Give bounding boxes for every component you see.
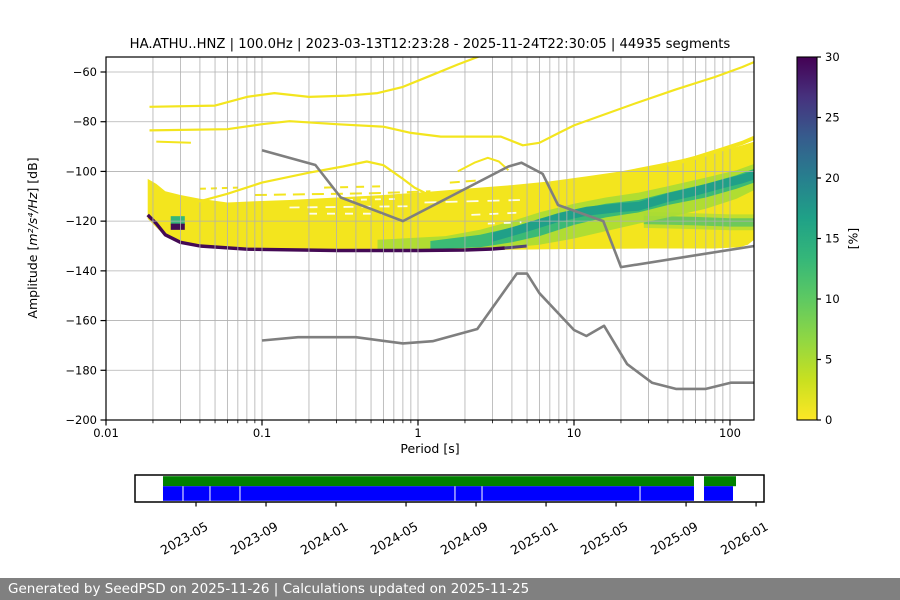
- x-tick-label: 1: [414, 426, 421, 440]
- availability-timeline: 2023-05 2023-09 2024-01 2024-05 2024-09 2025-…: [134, 474, 771, 558]
- coverage-blue-segment: [183, 486, 210, 501]
- colorbar: 0 5 10 15 20 25 30: [796, 50, 840, 427]
- colorbar-label: [%]: [845, 227, 861, 250]
- timeline-tick-label: 2025-05: [578, 519, 631, 558]
- outlier-small-hump: [457, 156, 510, 173]
- coverage-blue-segment: [455, 486, 482, 501]
- y-tick-label: −140: [65, 264, 97, 278]
- coverage-blue-segment: [240, 486, 455, 501]
- timeline-tick-label: 2023-09: [228, 519, 281, 558]
- outlier-mid: [149, 61, 754, 147]
- y-axis-label-units: m²/s⁴/Hz: [25, 192, 40, 246]
- coverage-blue-segment: [482, 486, 640, 501]
- timeline-tick-label: 2023-05: [158, 519, 211, 558]
- x-tick-label: 0.01: [93, 426, 119, 440]
- colorbar-tick-label: 15: [825, 232, 840, 246]
- outlier-top: [149, 57, 481, 108]
- y-tick-label: −100: [65, 164, 97, 178]
- y-tick-label: −180: [65, 363, 97, 377]
- plot-canvas: 0.01 0.1 1 10 100−60−80−100−120−140−160−180−…: [65, 50, 840, 558]
- y-tick-label: −120: [65, 214, 97, 228]
- timeline-tick-label: 2025-01: [508, 519, 561, 558]
- x-axis-label: Period [s]: [400, 441, 460, 456]
- coverage-blue-segment: [162, 486, 183, 501]
- outlier-dash: [156, 140, 191, 144]
- y-axis-label: Amplitude [m²/s⁴/Hz] [dB]: [25, 128, 41, 348]
- y-tick-label: −60: [73, 65, 97, 79]
- coverage-blue-segment: [703, 486, 733, 501]
- colorbar-tick-label: 20: [825, 171, 840, 185]
- x-tick-label: 10: [567, 426, 582, 440]
- gridlines: [105, 57, 754, 420]
- y-tick-label: −160: [65, 314, 97, 328]
- coverage-green-segment: [162, 476, 694, 487]
- noise-model-low: [261, 272, 754, 391]
- colorbar-tick-label: 30: [825, 50, 840, 64]
- outlier-hump: [190, 160, 425, 205]
- y-tick-label: −200: [65, 413, 97, 427]
- colorbar-tick-label: 25: [825, 111, 840, 125]
- noise-model-high: [261, 149, 754, 269]
- colorbar-tick-label: 10: [825, 292, 840, 306]
- timeline-tick-label: 2024-01: [298, 519, 351, 558]
- outlier-right-band: [667, 136, 754, 168]
- timeline-tick-label: 2025-09: [648, 519, 701, 558]
- y-tick-label: −80: [73, 115, 97, 129]
- coverage-green-segment: [703, 476, 737, 487]
- y-axis-label-suffix: ] [dB]: [25, 157, 40, 193]
- colorbar-tick-label: 5: [825, 353, 832, 367]
- x-tick-label: 100: [719, 426, 741, 440]
- timeline-tick-label: 2024-09: [438, 519, 491, 558]
- noise-models: [261, 149, 754, 391]
- outlier-psd-lines: [149, 57, 754, 205]
- y-axis-label-prefix: Amplitude [: [25, 245, 40, 319]
- axes: 0.01 0.1 1 10 100 −60 −80 −100 −120 −140 −160 −180 −…: [65, 56, 755, 440]
- timeline-tick-label: 2026-01: [718, 519, 771, 558]
- plot-title: HA.ATHU..HNZ | 100.0Hz | 2023-03-13T12:2…: [129, 37, 731, 52]
- coverage-blue-segment: [210, 486, 240, 501]
- footer-text: Generated by SeedPSD on 2025-11-26 | Cal…: [8, 581, 530, 597]
- colorbar-tick-label: 0: [825, 413, 832, 427]
- x-tick-label: 0.1: [253, 426, 271, 440]
- coverage-blue-segment: [640, 486, 694, 501]
- timeline-tick-label: 2024-05: [368, 519, 421, 558]
- footer-bar: Generated by SeedPSD on 2025-11-26 | Cal…: [0, 578, 900, 600]
